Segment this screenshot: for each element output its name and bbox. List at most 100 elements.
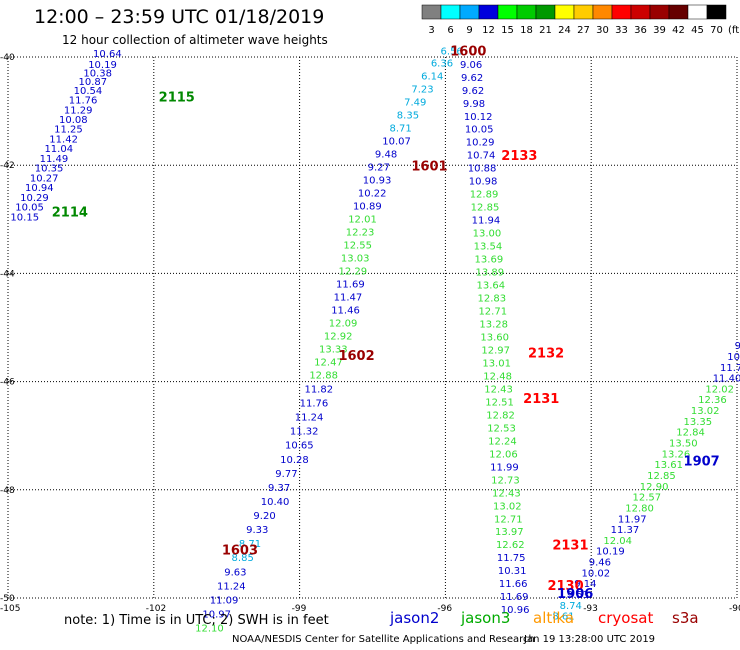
lon-label: -102 xyxy=(146,604,166,614)
wave-height-value: 13.64 xyxy=(477,281,506,292)
wave-height-value: 8.61 xyxy=(552,612,574,623)
wave-height-value: 10.40 xyxy=(261,497,290,508)
wave-height-value: 13.28 xyxy=(479,320,508,331)
legend-swatch xyxy=(478,4,499,20)
wave-height-value: 9.14 xyxy=(574,579,596,590)
legend-label: 39 xyxy=(653,25,666,36)
wave-height-value: 12.97 xyxy=(481,345,510,356)
lon-label: -99 xyxy=(292,604,307,614)
wave-height-value: 9.77 xyxy=(275,469,297,480)
wave-height-value: 11.37 xyxy=(611,525,640,536)
wave-height-value: 12.47 xyxy=(314,357,343,368)
wave-height-value: 11.76 xyxy=(300,398,329,409)
pass-label: 1603 xyxy=(222,544,258,559)
wave-height-value: 12.83 xyxy=(477,294,506,305)
wave-height-value: 12.62 xyxy=(496,540,525,551)
wave-height-value: 12.88 xyxy=(309,370,338,381)
legend-label: 24 xyxy=(558,25,571,36)
wave-height-value: 10.19 xyxy=(88,60,117,71)
legend-label: 21 xyxy=(539,25,552,36)
wave-height-tracks: 10.6410.1910.3810.8710.5411.7611.2910.08… xyxy=(10,46,740,634)
legend-label: (ft) xyxy=(728,25,740,36)
wave-height-value: 8.71 xyxy=(390,124,412,135)
wave-height-value: 9.37 xyxy=(268,483,290,494)
pass-label: 1601 xyxy=(411,160,447,175)
pass-label: 1907 xyxy=(684,454,720,469)
wave-height-value: 10.54 xyxy=(74,86,103,97)
wave-height-value: 12.85 xyxy=(471,203,500,214)
pass-label: 1600 xyxy=(450,44,486,59)
legend-label: 33 xyxy=(615,25,628,36)
wave-height-value: 11.47 xyxy=(334,292,363,303)
legend-label: 15 xyxy=(501,25,514,36)
sat-s3a: s3a xyxy=(672,609,699,627)
legend-swatch xyxy=(630,4,651,20)
wave-height-value: 12.23 xyxy=(346,228,375,239)
wave-height-value: 11.42 xyxy=(49,134,78,145)
legend-label: 9 xyxy=(466,25,472,36)
pass-label: 2130 xyxy=(547,579,583,594)
wave-height-value: 8.85 xyxy=(232,553,254,564)
wave-height-value: 10.65 xyxy=(285,441,314,452)
sat-jason3: jason3 xyxy=(461,609,511,627)
pass-label: 2133 xyxy=(501,149,537,164)
sat-cryosat: cryosat xyxy=(598,609,654,627)
wave-height-value: 10.98 xyxy=(469,177,498,188)
legend-swatch xyxy=(649,4,670,20)
lat-label: -40 xyxy=(0,53,15,63)
wave-height-value: 10.05 xyxy=(15,203,44,214)
legend-swatch xyxy=(497,4,518,20)
wave-height-value: 9.98 xyxy=(463,99,485,110)
wave-height-value: 13.03 xyxy=(341,253,370,264)
wave-height-value: 10.93 xyxy=(363,176,392,187)
wave-height-value: 9.63 xyxy=(224,567,246,578)
pass-label: 1906 xyxy=(557,587,593,602)
wave-height-value: 12.48 xyxy=(483,371,512,382)
wave-height-value: 13.02 xyxy=(493,501,522,512)
legend-label: 12 xyxy=(482,25,495,36)
wave-height-value: 13.54 xyxy=(474,242,503,253)
wave-height-value: 12.89 xyxy=(470,190,499,201)
wave-height-value: 6.56 xyxy=(441,46,463,57)
wave-height-value: 10.89 xyxy=(353,202,382,213)
wave-height-value: 10.08 xyxy=(59,115,88,126)
wave-height-value: 12.43 xyxy=(492,488,521,499)
wave-height-value: 11.32 xyxy=(290,427,319,438)
lat-label: -50 xyxy=(0,594,15,604)
legend-swatch xyxy=(706,4,727,20)
legend-label: 42 xyxy=(672,25,685,36)
lat-label: -46 xyxy=(0,378,15,388)
footer-credit: NOAA/NESDIS Center for Satellite Applica… xyxy=(232,634,535,645)
wave-height-value: 10.88 xyxy=(468,164,497,175)
wave-height-value: 11.49 xyxy=(40,154,69,165)
wave-height-value: 6.14 xyxy=(421,72,443,83)
wave-height-value: 13.02 xyxy=(691,406,720,417)
wave-height-value: 12.71 xyxy=(494,514,523,525)
wave-height-value: 12.92 xyxy=(324,331,353,342)
wave-height-value: 10.74 xyxy=(467,151,496,162)
wave-height-value: 12.57 xyxy=(633,493,662,504)
wave-height-value: 10.35 xyxy=(35,164,64,175)
wave-height-value: 12.90 xyxy=(640,482,669,493)
lon-label: -105 xyxy=(0,604,20,614)
sat-jason2: jason2 xyxy=(390,609,440,627)
wave-height-value: 9.06 xyxy=(460,60,482,71)
wave-height-value: 11.40 xyxy=(713,374,740,385)
wave-height-value: 10.97 xyxy=(202,609,231,620)
wave-height-value: 12.55 xyxy=(343,241,372,252)
footer-note: note: 1) Time is in UTC; 2) SWH is in fe… xyxy=(64,613,329,628)
lon-label: -90 xyxy=(729,604,740,614)
wave-height-value: 10.22 xyxy=(358,189,387,200)
lat-label: -48 xyxy=(0,486,15,496)
wave-height-value: 13.61 xyxy=(654,460,683,471)
wave-height-value: 13.26 xyxy=(662,449,691,460)
legend-swatch xyxy=(535,4,556,20)
wave-height-value: 12.09 xyxy=(329,318,358,329)
wave-height-value: 10.29 xyxy=(466,138,495,149)
wave-height-value: 9.62 xyxy=(462,86,484,97)
wave-height-value: 12.02 xyxy=(705,384,734,395)
wave-height-value: 11.66 xyxy=(499,579,528,590)
legend-label: 45 xyxy=(691,25,704,36)
wave-height-value: 12.24 xyxy=(488,436,517,447)
lat-label: -44 xyxy=(0,269,15,279)
